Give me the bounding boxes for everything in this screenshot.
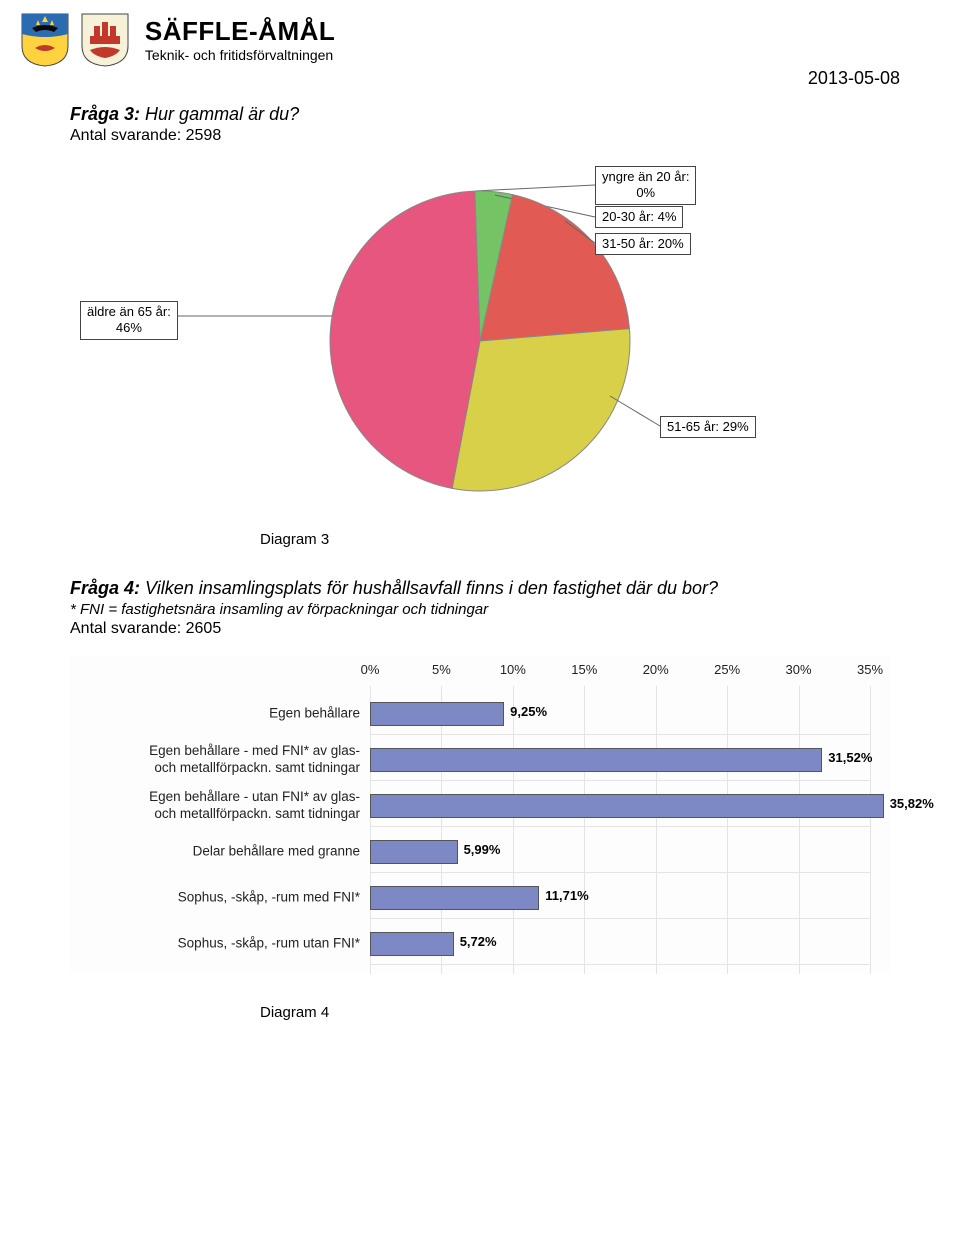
bar-value: 31,52%	[828, 750, 872, 765]
q3-pie-chart: yngre än 20 år:0%20-30 år: 4% 31-50 år: 2…	[70, 161, 890, 521]
brand-title: SÄFFLE-ÅMÅL	[145, 16, 335, 47]
row-separator	[370, 918, 870, 919]
row-separator	[370, 964, 870, 965]
bar-value: 5,99%	[464, 842, 501, 857]
q4-footnote: * FNI = fastighetsnära insamling av förp…	[70, 601, 890, 618]
pie-slice	[452, 329, 630, 491]
axis-tick: 30%	[779, 662, 819, 677]
row-separator	[370, 826, 870, 827]
brand-block: SÄFFLE-ÅMÅL Teknik- och fritidsförvaltni…	[145, 16, 335, 63]
brand-subtitle: Teknik- och fritidsförvaltningen	[145, 47, 335, 63]
grid-line	[870, 686, 871, 974]
pie-label: 31-50 år: 20%	[595, 233, 691, 255]
bar-row-label: Egen behållare	[70, 706, 366, 723]
pie-label: yngre än 20 år:0%	[595, 166, 696, 205]
page-header: SÄFFLE-ÅMÅL Teknik- och fritidsförvaltni…	[0, 0, 960, 90]
crest-saffle-icon	[20, 12, 70, 68]
q3-sub: Antal svarande: 2598	[70, 127, 890, 145]
bar-rect	[370, 748, 822, 772]
document-date: 2013-05-08	[808, 68, 900, 89]
pie-label: 20-30 år: 4%	[595, 206, 683, 228]
bar-value: 11,71%	[545, 888, 588, 903]
bar-value: 35,82%	[890, 796, 934, 811]
axis-tick: 20%	[636, 662, 676, 677]
crest-amal-icon	[80, 12, 130, 68]
bar-rect	[370, 794, 884, 818]
bar-row-label: Sophus, -skåp, -rum med FNI*	[70, 890, 366, 907]
bar-row-label: Egen behållare - utan FNI* av glas-och m…	[70, 789, 366, 823]
q3-title: Fråga 3: Hur gammal är du?	[70, 104, 890, 125]
bar-row-label: Delar behållare med granne	[70, 844, 366, 861]
axis-tick: 0%	[350, 662, 390, 677]
page-content: Fråga 3: Hur gammal är du? Antal svarand…	[0, 90, 960, 1081]
pie-slice	[330, 191, 480, 488]
axis-tick: 10%	[493, 662, 533, 677]
q3-label: Fråga 3:	[70, 104, 140, 124]
bar-rect	[370, 932, 454, 956]
q4-text: Vilken insamlingsplats för hushållsavfal…	[145, 578, 718, 598]
bar-row-label: Sophus, -skåp, -rum utan FNI*	[70, 936, 366, 953]
q3-caption: Diagram 3	[260, 531, 890, 548]
axis-tick: 15%	[564, 662, 604, 677]
q4-title: Fråga 4: Vilken insamlingsplats för hush…	[70, 578, 890, 599]
bar-rect	[370, 702, 504, 726]
q3-text: Hur gammal är du?	[145, 104, 299, 124]
bar-rect	[370, 840, 458, 864]
q4-sub: Antal svarande: 2605	[70, 620, 890, 638]
row-separator	[370, 780, 870, 781]
bar-row-label: Egen behållare - med FNI* av glas-och me…	[70, 743, 366, 777]
axis-tick: 25%	[707, 662, 747, 677]
bar-value: 5,72%	[460, 934, 497, 949]
row-separator	[370, 872, 870, 873]
pie-label: 51-65 år: 29%	[660, 416, 756, 438]
pie-label: äldre än 65 år:46%	[80, 301, 178, 340]
q4-label: Fråga 4:	[70, 578, 140, 598]
row-separator	[370, 734, 870, 735]
pie-svg	[70, 161, 890, 521]
axis-tick: 5%	[421, 662, 461, 677]
axis-tick: 35%	[850, 662, 890, 677]
bar-rect	[370, 886, 539, 910]
q4-caption: Diagram 4	[260, 1004, 890, 1021]
q4-bar-chart: 0% 5% 10% 15% 20% 25% 30% 35% Egen behållare 9,25…	[70, 656, 890, 974]
bar-value: 9,25%	[510, 704, 547, 719]
